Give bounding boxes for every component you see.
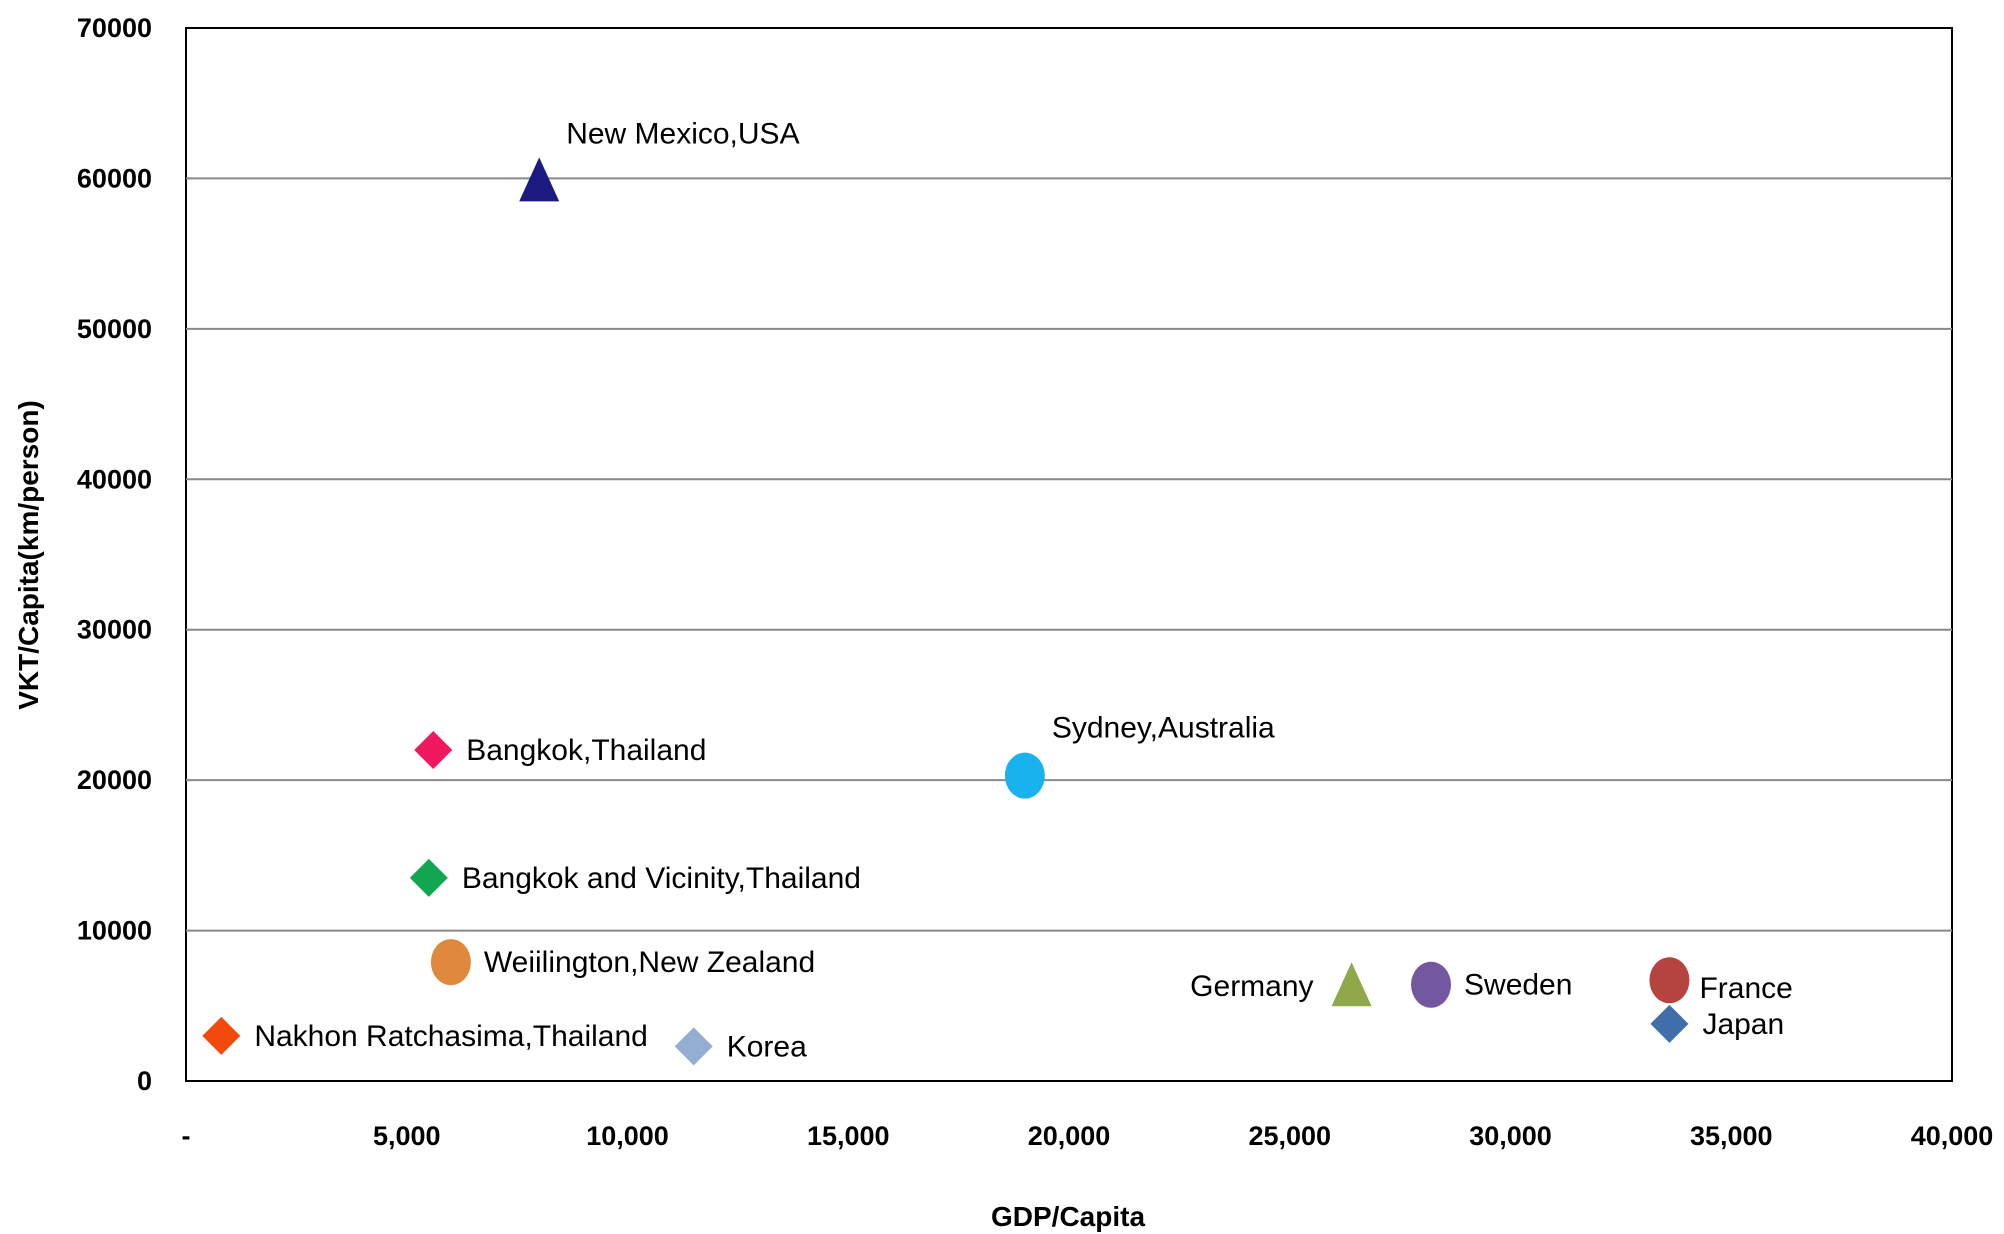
point-bangkok-thailand	[414, 731, 453, 770]
point-label-japan: Japan	[1702, 1008, 1784, 1041]
y-tick-label: 10000	[77, 916, 152, 946]
x-tick-label: 15,000	[807, 1121, 890, 1151]
point-sydney-australia	[1004, 752, 1045, 799]
point-france	[1649, 957, 1690, 1004]
y-tick-label: 60000	[77, 163, 152, 193]
x-tick-label: 5,000	[373, 1121, 441, 1151]
x-axis-title: GDP/Capita	[991, 1201, 1145, 1232]
x-tick-label: 30,000	[1469, 1121, 1552, 1151]
point-label-nakhon-ratchasima-thailand: Nakhon Ratchasima,Thailand	[254, 1020, 648, 1053]
point-label-sydney-australia: Sydney,Australia	[1052, 712, 1275, 745]
point-label-new-mexico-usa: New Mexico,USA	[566, 117, 799, 150]
point-label-bangkok-and-vicinity-thailand: Bangkok and Vicinity,Thailand	[462, 862, 861, 895]
y-tick-label: 70000	[77, 13, 152, 43]
grid-lines	[186, 177, 1952, 932]
point-sweden	[1411, 961, 1452, 1008]
x-tick-label: 25,000	[1248, 1121, 1331, 1151]
point-label-bangkok-thailand: Bangkok,Thailand	[466, 734, 706, 767]
point-label-korea: Korea	[727, 1030, 807, 1063]
point-nakhon-ratchasima-thailand	[202, 1016, 241, 1055]
point-germany	[1331, 962, 1372, 1007]
data-points	[202, 157, 1690, 1066]
x-tick-label: 20,000	[1028, 1121, 1111, 1151]
y-tick-label: 0	[137, 1066, 152, 1096]
x-tick-labels: - 5,000 10,000 15,000 20,000 25,000 30,000 35,0…	[182, 1121, 1994, 1151]
point-labels: New Mexico,USA Bangkok,Thailand Sydney,Aus…	[254, 117, 1792, 1063]
y-tick-label: 30000	[77, 615, 152, 645]
y-axis-title: VKT/Capita(km/person)	[13, 400, 44, 710]
point-new-mexico-usa	[519, 157, 560, 202]
plot-area	[185, 27, 1953, 1082]
point-bangkok-and-vicinity-thailand	[409, 858, 448, 897]
point-label-france: France	[1699, 972, 1792, 1005]
x-tick-label: 10,000	[586, 1121, 669, 1151]
x-tick-label: 40,000	[1911, 1121, 1994, 1151]
y-tick-label: 40000	[77, 464, 152, 494]
point-label-weiilington-new-zealand: Weiilington,New Zealand	[484, 946, 815, 979]
x-tick-label: 35,000	[1690, 1121, 1773, 1151]
point-label-sweden: Sweden	[1464, 969, 1572, 1002]
y-tick-label: 50000	[77, 314, 152, 344]
y-tick-labels: 0 10000 20000 30000 40000 50000 60000 70000	[77, 13, 152, 1096]
point-korea	[674, 1027, 713, 1066]
y-tick-label: 20000	[77, 765, 152, 795]
point-japan	[1650, 1004, 1689, 1043]
point-weiilington-new-zealand	[430, 939, 471, 986]
x-tick-label: -	[182, 1121, 191, 1151]
point-label-germany: Germany	[1190, 970, 1313, 1003]
